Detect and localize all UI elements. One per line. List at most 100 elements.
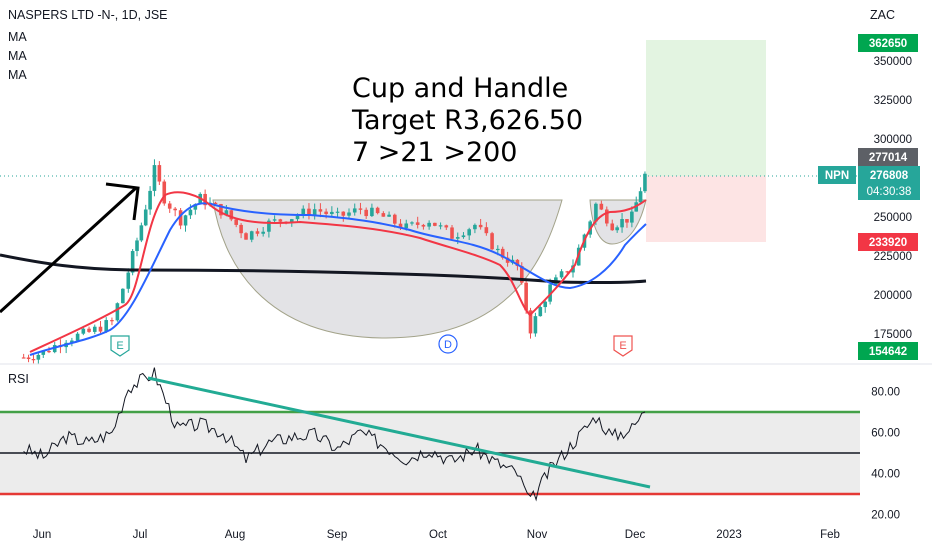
candle-body (559, 271, 564, 278)
svg-text:E: E (619, 340, 626, 352)
candle-body (41, 351, 46, 355)
candle-body (148, 190, 152, 210)
candle-body (387, 214, 391, 217)
stop-zone (646, 176, 766, 242)
indicator-ma-3[interactable]: MA (8, 68, 27, 82)
ticker-badge[interactable] (818, 166, 856, 184)
candle-body (364, 209, 368, 217)
last-badge-text: 276808 (870, 170, 909, 182)
candle-body (213, 202, 218, 205)
time-tick-label: Feb (820, 529, 840, 541)
candle-body (538, 307, 543, 317)
candle-body (375, 207, 380, 214)
time-tick-label: Nov (527, 529, 548, 541)
candle-body (318, 209, 323, 212)
candle-body (444, 225, 449, 228)
candle-body (295, 215, 300, 220)
indicator-ma-2[interactable]: MA (8, 49, 27, 63)
candle-body (261, 231, 265, 234)
candle-body (330, 211, 334, 215)
svg-text:D: D (444, 339, 452, 351)
candle-body (392, 214, 397, 224)
candle-body (178, 210, 183, 226)
candle-body (31, 359, 36, 361)
candle-body (188, 209, 193, 216)
earnings-marker-1[interactable]: E (110, 335, 130, 357)
time-axis[interactable]: Jun Jul Aug Sep Oct Nov Dec 2023 Feb (33, 529, 840, 541)
candle-body (455, 237, 460, 239)
candle-body (26, 357, 31, 360)
candle-body (450, 227, 454, 239)
candle-body (478, 224, 483, 228)
candle-body (484, 227, 489, 234)
candle-body (249, 231, 254, 240)
candle-body (347, 212, 351, 216)
price-tick-label: 225000 (874, 251, 912, 263)
target-badge-text: 362650 (869, 38, 907, 50)
rsi-label[interactable]: RSI (8, 372, 29, 386)
candle-body (335, 211, 340, 213)
candle-body (433, 222, 437, 226)
ma-7-line (29, 191, 647, 353)
candle-body (643, 173, 647, 192)
annotation-line-2: Target R3,626.50 (352, 105, 584, 136)
candle-body (143, 209, 148, 226)
price-tick-label: 325000 (874, 95, 912, 107)
candle-body (278, 219, 283, 222)
price-axis[interactable]: 1750002000002250002500002750003000003250… (874, 56, 912, 341)
earnings-marker-2[interactable]: E (613, 335, 633, 357)
target-zone (646, 40, 766, 176)
candle-body (490, 233, 494, 250)
candle-body (272, 219, 277, 221)
price-tick-label: 350000 (874, 56, 912, 68)
candle-body (543, 301, 548, 308)
candle-body (500, 248, 505, 258)
candle-body (467, 229, 471, 236)
candle-body (427, 222, 431, 227)
candle-body (610, 223, 615, 231)
candle-body (594, 203, 598, 222)
uptrend-arrow (0, 186, 138, 314)
candle-body (358, 208, 363, 210)
rsi-axis[interactable]: 20.00 40.00 60.00 80.00 (871, 387, 900, 522)
symbol-title[interactable]: NASPERS LTD -N-, 1D, JSE (8, 8, 168, 22)
time-tick-label: 2023 (716, 529, 742, 541)
candle-body (404, 223, 409, 229)
candle-body (267, 220, 271, 232)
candle-body (239, 224, 243, 234)
candle-body (121, 288, 125, 304)
candle-body (519, 265, 524, 283)
annotation-line-1: Cup and Handle (352, 73, 569, 104)
candle-body (47, 351, 51, 353)
low-badge (858, 342, 918, 360)
candle-body (398, 223, 403, 229)
uptrend-arrow-head (105, 182, 140, 221)
candle-body (157, 165, 162, 182)
indicator-ma-1[interactable]: MA (8, 30, 27, 44)
price-tick-label: 175000 (874, 329, 912, 341)
candle-body (341, 211, 346, 216)
candle-body (515, 259, 520, 266)
candle-body (183, 215, 188, 226)
price-tick-label: 250000 (874, 212, 912, 224)
candle-body (224, 210, 229, 216)
candle-body (229, 210, 234, 220)
candle-body (638, 191, 643, 203)
candle-body (135, 240, 139, 252)
time-tick-label: Aug (225, 529, 245, 541)
candle-body (130, 251, 135, 273)
svg-text:E: E (116, 340, 123, 352)
dividend-marker[interactable]: D (438, 334, 458, 354)
candle-body (312, 209, 317, 216)
rsi-line (23, 367, 646, 502)
candle-body (620, 219, 624, 228)
candle-body (473, 224, 477, 230)
candle-body (21, 357, 26, 359)
candle-body (139, 225, 144, 241)
time-tick-label: Jul (133, 529, 148, 541)
last-badge (858, 166, 920, 200)
candle-body (496, 248, 500, 251)
stop-badge-text: 233920 (869, 237, 907, 249)
rsi-tick-label: 20.00 (871, 510, 900, 522)
